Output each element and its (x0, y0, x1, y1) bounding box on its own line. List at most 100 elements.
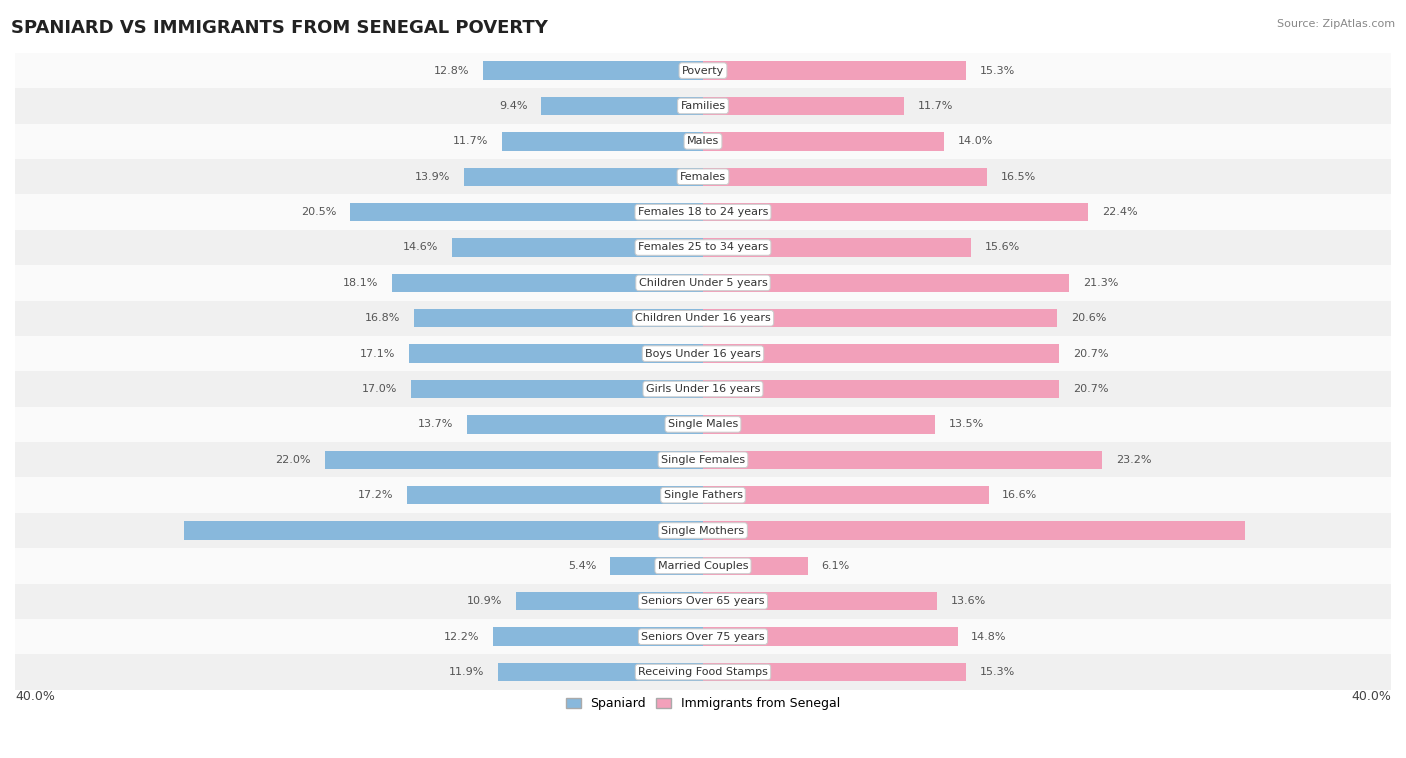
Text: Children Under 16 years: Children Under 16 years (636, 313, 770, 323)
Text: 15.3%: 15.3% (980, 667, 1015, 677)
Text: 17.2%: 17.2% (359, 490, 394, 500)
Bar (15, 584, 1391, 619)
Bar (15, 371, 1391, 407)
Text: 40.0%: 40.0% (15, 691, 55, 703)
Text: Families: Families (681, 101, 725, 111)
Bar (703, 61, 966, 80)
Text: 12.8%: 12.8% (433, 66, 470, 76)
Text: 15.3%: 15.3% (980, 66, 1015, 76)
Text: Seniors Over 65 years: Seniors Over 65 years (641, 597, 765, 606)
Bar (15, 478, 1391, 513)
Bar (15, 53, 1391, 88)
Text: Single Mothers: Single Mothers (661, 525, 745, 536)
Text: Males: Males (688, 136, 718, 146)
Text: 13.5%: 13.5% (949, 419, 984, 429)
Text: 14.6%: 14.6% (402, 243, 439, 252)
Bar (15, 88, 1391, 124)
Bar (703, 415, 935, 434)
Bar (464, 168, 703, 186)
Text: 17.1%: 17.1% (360, 349, 395, 359)
Text: 18.1%: 18.1% (343, 278, 378, 288)
Text: 13.9%: 13.9% (415, 172, 450, 182)
Text: 13.7%: 13.7% (418, 419, 454, 429)
Bar (15, 265, 1391, 301)
Bar (15, 407, 1391, 442)
Text: SPANIARD VS IMMIGRANTS FROM SENEGAL POVERTY: SPANIARD VS IMMIGRANTS FROM SENEGAL POVE… (11, 19, 548, 37)
Bar (15, 124, 1391, 159)
Text: 5.4%: 5.4% (568, 561, 596, 571)
Bar (392, 274, 703, 292)
Bar (15, 159, 1391, 194)
Text: Seniors Over 75 years: Seniors Over 75 years (641, 631, 765, 642)
Text: Females: Females (681, 172, 725, 182)
Text: Girls Under 16 years: Girls Under 16 years (645, 384, 761, 394)
Bar (703, 168, 987, 186)
Bar (350, 203, 703, 221)
Bar (703, 592, 936, 610)
Text: 20.7%: 20.7% (1073, 384, 1108, 394)
Text: Single Females: Single Females (661, 455, 745, 465)
Text: 13.6%: 13.6% (950, 597, 986, 606)
Text: 11.7%: 11.7% (453, 136, 488, 146)
Bar (498, 662, 703, 681)
Bar (610, 556, 703, 575)
Text: 22.4%: 22.4% (1102, 207, 1137, 217)
Bar (541, 97, 703, 115)
Text: Single Males: Single Males (668, 419, 738, 429)
Text: 20.7%: 20.7% (1073, 349, 1108, 359)
Text: 20.6%: 20.6% (1071, 313, 1107, 323)
Text: 40.0%: 40.0% (1351, 691, 1391, 703)
Text: 9.4%: 9.4% (499, 101, 527, 111)
Text: 21.3%: 21.3% (1083, 278, 1119, 288)
Text: 12.2%: 12.2% (444, 631, 479, 642)
Text: 20.5%: 20.5% (301, 207, 336, 217)
Bar (703, 238, 972, 257)
Bar (703, 662, 966, 681)
Text: 16.6%: 16.6% (1002, 490, 1038, 500)
Text: Females 25 to 34 years: Females 25 to 34 years (638, 243, 768, 252)
Bar (703, 97, 904, 115)
Bar (413, 309, 703, 327)
Bar (703, 344, 1059, 363)
Text: Children Under 5 years: Children Under 5 years (638, 278, 768, 288)
Text: 31.5%: 31.5% (682, 525, 720, 536)
Bar (15, 513, 1391, 548)
Text: 30.2%: 30.2% (686, 525, 724, 536)
Bar (703, 522, 1244, 540)
Text: Boys Under 16 years: Boys Under 16 years (645, 349, 761, 359)
Bar (409, 344, 703, 363)
Text: 16.8%: 16.8% (366, 313, 401, 323)
Text: 22.0%: 22.0% (276, 455, 311, 465)
Bar (15, 301, 1391, 336)
Text: 15.6%: 15.6% (986, 243, 1021, 252)
Bar (703, 628, 957, 646)
Bar (15, 442, 1391, 478)
Text: Poverty: Poverty (682, 66, 724, 76)
Bar (325, 450, 703, 469)
Bar (703, 203, 1088, 221)
Bar (184, 522, 703, 540)
Bar (482, 61, 703, 80)
Bar (703, 380, 1059, 398)
Bar (703, 132, 943, 151)
Bar (411, 380, 703, 398)
Bar (15, 230, 1391, 265)
Bar (451, 238, 703, 257)
Text: Single Fathers: Single Fathers (664, 490, 742, 500)
Bar (703, 556, 808, 575)
Text: 6.1%: 6.1% (821, 561, 851, 571)
Bar (703, 309, 1057, 327)
Bar (15, 548, 1391, 584)
Bar (15, 619, 1391, 654)
Text: Receiving Food Stamps: Receiving Food Stamps (638, 667, 768, 677)
Text: 11.9%: 11.9% (449, 667, 485, 677)
Bar (15, 654, 1391, 690)
Text: 17.0%: 17.0% (361, 384, 396, 394)
Text: 10.9%: 10.9% (467, 597, 502, 606)
Text: 11.7%: 11.7% (918, 101, 953, 111)
Text: 23.2%: 23.2% (1116, 455, 1152, 465)
Bar (15, 194, 1391, 230)
Text: Married Couples: Married Couples (658, 561, 748, 571)
Text: Source: ZipAtlas.com: Source: ZipAtlas.com (1277, 19, 1395, 29)
Bar (494, 628, 703, 646)
